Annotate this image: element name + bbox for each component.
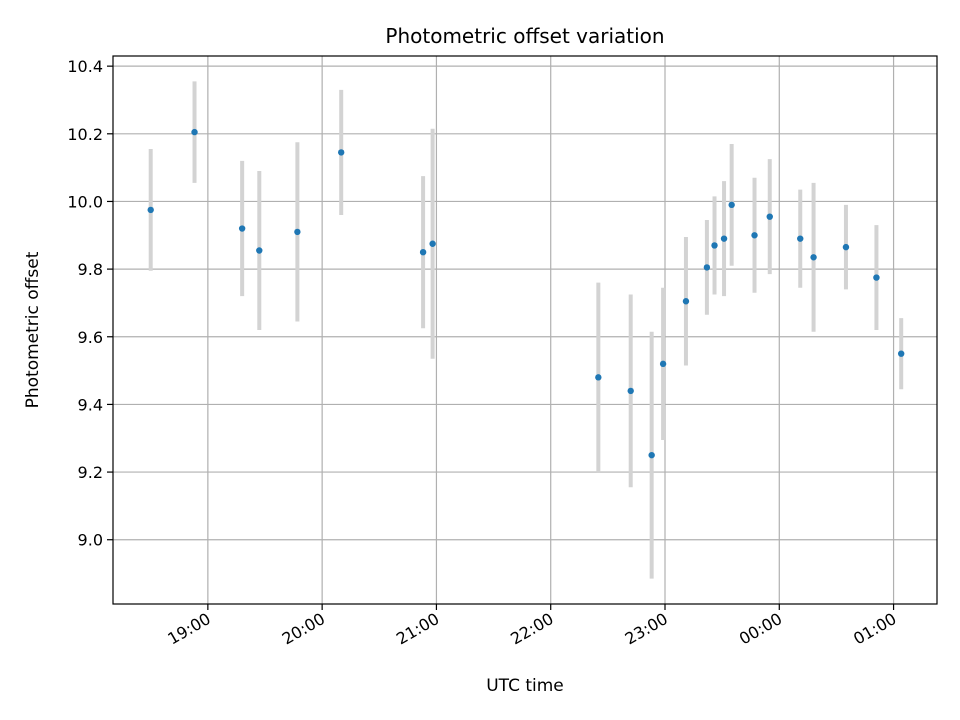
data-points — [147, 128, 905, 459]
data-point — [191, 128, 198, 136]
data-point — [720, 235, 728, 242]
y-tick-label: 9.4 — [78, 395, 103, 414]
data-point — [682, 298, 690, 305]
chart-title: Photometric offset variation — [385, 24, 664, 48]
data-point — [711, 242, 718, 249]
y-tick-label: 9.6 — [78, 328, 103, 347]
data-point — [751, 232, 758, 239]
y-tick-label: 10.0 — [67, 192, 103, 211]
plot-frame — [112, 55, 938, 605]
data-point — [595, 374, 602, 381]
data-point — [429, 240, 436, 247]
x-axis-label: UTC time — [486, 676, 564, 696]
y-tick-label: 10.4 — [67, 57, 103, 76]
data-point — [728, 201, 735, 209]
data-point — [797, 235, 804, 242]
data-point — [256, 247, 263, 254]
data-point — [842, 243, 850, 251]
data-point — [648, 451, 655, 459]
data-point — [627, 387, 634, 395]
data-point — [294, 228, 301, 236]
y-tick-label: 9.8 — [78, 260, 103, 279]
data-point — [147, 206, 154, 214]
data-point — [810, 254, 817, 261]
y-axis-label: Photometric offset — [23, 251, 43, 408]
data-point — [419, 248, 427, 256]
y-tick-label: 9.0 — [78, 531, 103, 550]
y-axis: 9.0 9.2 9.4 9.6 9.8 10.0 10.2 10.4 — [67, 57, 113, 550]
data-point — [238, 225, 246, 232]
data-point — [766, 213, 773, 220]
y-tick-label: 10.2 — [67, 125, 103, 144]
data-point — [873, 274, 880, 281]
data-point — [337, 149, 345, 156]
data-point — [897, 350, 905, 357]
data-point — [703, 264, 711, 271]
data-point — [659, 360, 667, 368]
y-tick-label: 9.2 — [78, 463, 103, 482]
